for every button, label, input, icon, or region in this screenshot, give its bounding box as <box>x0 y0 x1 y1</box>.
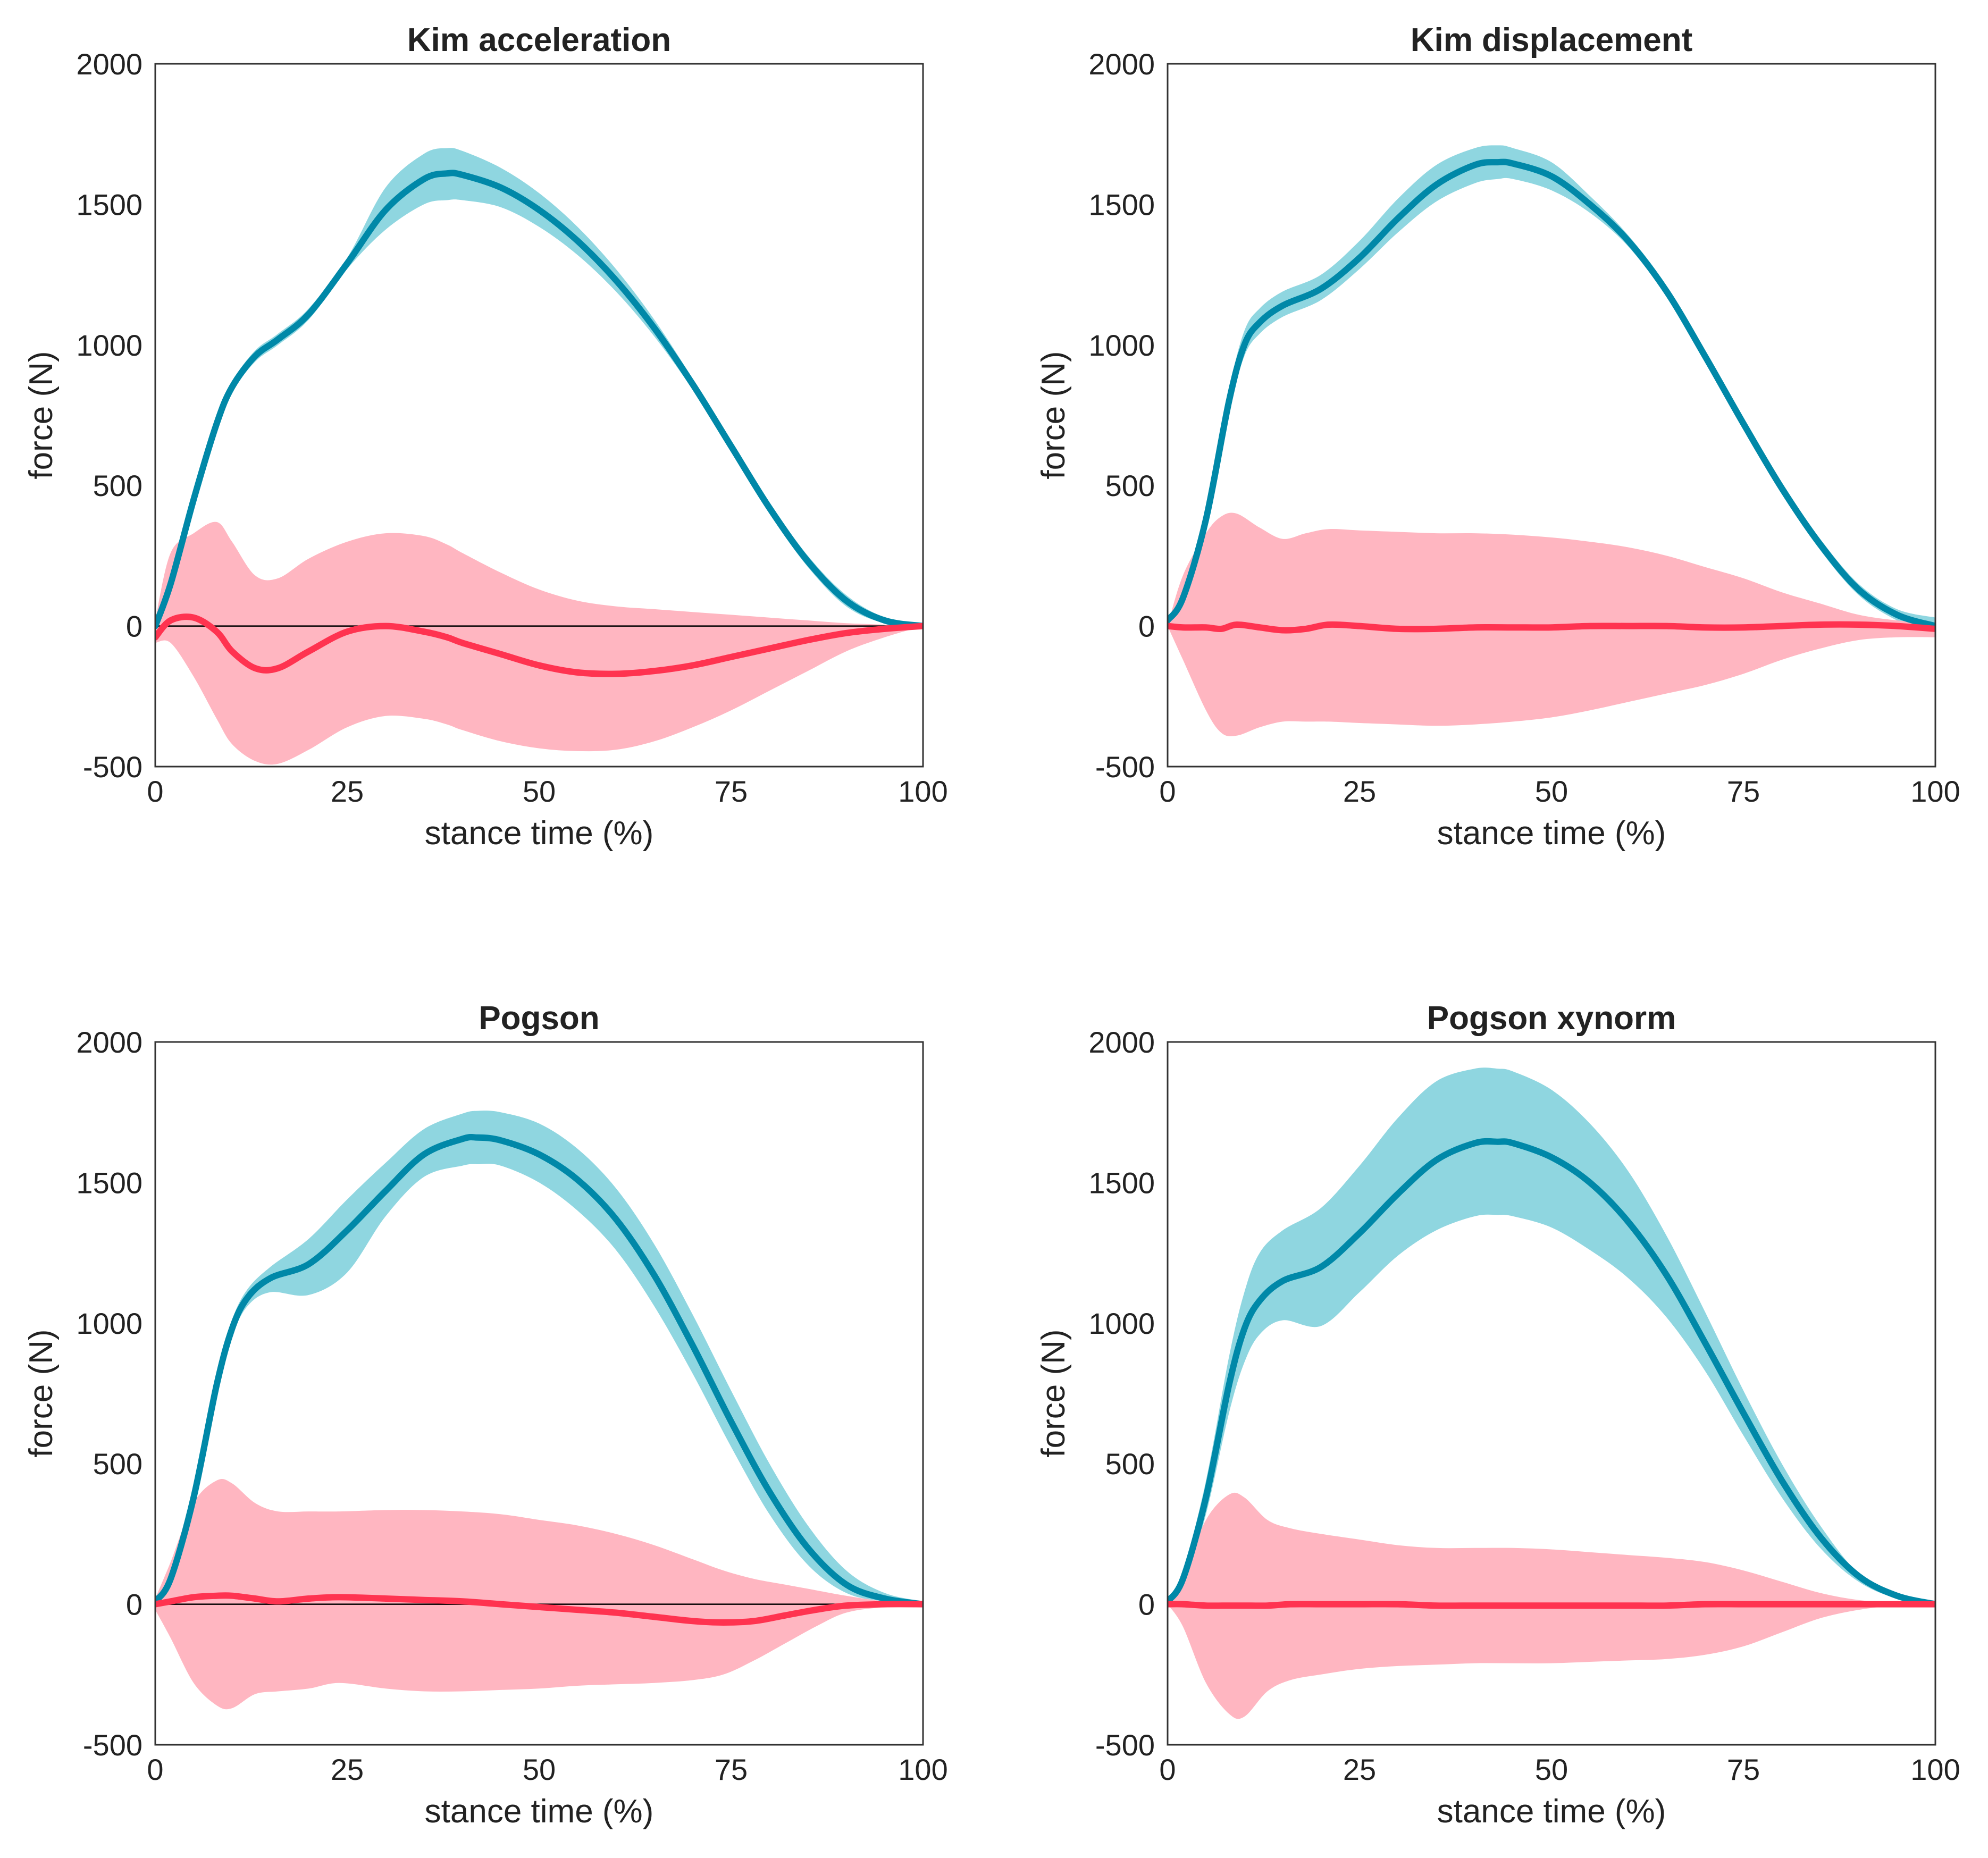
y-tick-label: 1000 <box>1088 329 1155 362</box>
x-tick-label: 25 <box>1343 775 1376 808</box>
axes-frame <box>1167 1041 1936 1746</box>
plot-area <box>1168 145 1935 737</box>
y-tick-label: 2000 <box>76 47 142 81</box>
x-tick-label: 0 <box>1159 775 1176 808</box>
vertical-force-mean-line <box>1168 158 1935 629</box>
x-axis-label: stance time (%) <box>425 1793 654 1830</box>
x-tick-label: 50 <box>523 1753 556 1786</box>
x-tick-label: 50 <box>523 775 556 808</box>
y-tick-label: 1000 <box>76 1307 142 1340</box>
x-tick-label: 0 <box>147 1753 163 1786</box>
y-tick-label: 0 <box>1138 1588 1155 1621</box>
y-tick-label: -500 <box>83 1728 142 1762</box>
panel-title: Pogson <box>479 1000 599 1037</box>
y-tick-label: -500 <box>1095 750 1155 784</box>
plot-area <box>155 1111 923 1710</box>
shear-force-mean-line <box>155 613 923 677</box>
y-tick-label: 500 <box>93 469 142 502</box>
shear-force-mean-line <box>1168 621 1935 634</box>
x-tick-label: 75 <box>715 775 748 808</box>
plot-area <box>155 148 923 765</box>
shear-force-sd-band <box>155 522 923 765</box>
x-tick-label: 25 <box>331 1753 364 1786</box>
plot-area <box>1168 1067 1935 1719</box>
x-tick-label: 25 <box>331 775 364 808</box>
x-tick-label: 0 <box>1159 1753 1176 1786</box>
y-tick-label: 2000 <box>1088 47 1155 81</box>
shear-force-mean-line <box>1168 1601 1935 1609</box>
panel-title: Kim displacement <box>1411 22 1693 58</box>
y-tick-label: -500 <box>83 750 142 784</box>
axes-frame <box>154 63 924 768</box>
y-tick-label: 500 <box>1105 1447 1155 1481</box>
vertical-force-mean-line <box>155 170 923 629</box>
y-axis-label: force (N) <box>23 351 60 479</box>
x-tick-label: 50 <box>1535 775 1568 808</box>
x-tick-label: 100 <box>898 775 947 808</box>
panel-title: Kim acceleration <box>407 22 671 58</box>
y-axis-label: force (N) <box>1035 351 1072 479</box>
y-axis-label: force (N) <box>1035 1329 1072 1457</box>
y-tick-label: 1000 <box>76 329 142 362</box>
y-tick-label: 1500 <box>76 188 142 221</box>
y-tick-label: 1500 <box>1088 188 1155 221</box>
y-tick-label: 1500 <box>1088 1166 1155 1199</box>
x-tick-label: 25 <box>1343 1753 1376 1786</box>
x-tick-label: 75 <box>1727 1753 1760 1786</box>
y-tick-label: 2000 <box>76 1025 142 1059</box>
x-tick-label: 100 <box>898 1753 947 1786</box>
axes-frame <box>154 1041 924 1746</box>
y-tick-label: -500 <box>1095 1728 1155 1762</box>
y-tick-label: 1000 <box>1088 1307 1155 1340</box>
y-tick-label: 500 <box>1105 469 1155 502</box>
shear-force-sd-band <box>155 1479 923 1710</box>
vertical-force-mean-line <box>1168 1138 1935 1608</box>
x-tick-label: 75 <box>1727 775 1760 808</box>
axes-frame <box>1167 63 1936 768</box>
x-tick-label: 100 <box>1910 1753 1960 1786</box>
y-tick-label: 0 <box>126 1588 142 1621</box>
y-tick-label: 2000 <box>1088 1025 1155 1059</box>
x-axis-label: stance time (%) <box>1437 815 1666 852</box>
vertical-force-sd-band <box>155 148 923 632</box>
panel-title: Pogson xynorm <box>1427 1000 1676 1037</box>
y-tick-label: 500 <box>93 1447 142 1481</box>
y-tick-label: 0 <box>126 610 142 643</box>
vertical-force-mean-line <box>155 1133 923 1608</box>
y-tick-label: 0 <box>1138 610 1155 643</box>
x-axis-label: stance time (%) <box>425 815 654 852</box>
vertical-force-sd-band <box>1168 145 1935 635</box>
x-tick-label: 50 <box>1535 1753 1568 1786</box>
shear-force-mean-line <box>155 1592 923 1626</box>
y-tick-label: 1500 <box>76 1166 142 1199</box>
y-axis-label: force (N) <box>23 1329 60 1457</box>
x-axis-label: stance time (%) <box>1437 1793 1666 1830</box>
x-tick-label: 75 <box>715 1753 748 1786</box>
x-tick-label: 100 <box>1910 775 1960 808</box>
vertical-force-sd-band <box>1168 1067 1935 1604</box>
x-tick-label: 0 <box>147 775 163 808</box>
